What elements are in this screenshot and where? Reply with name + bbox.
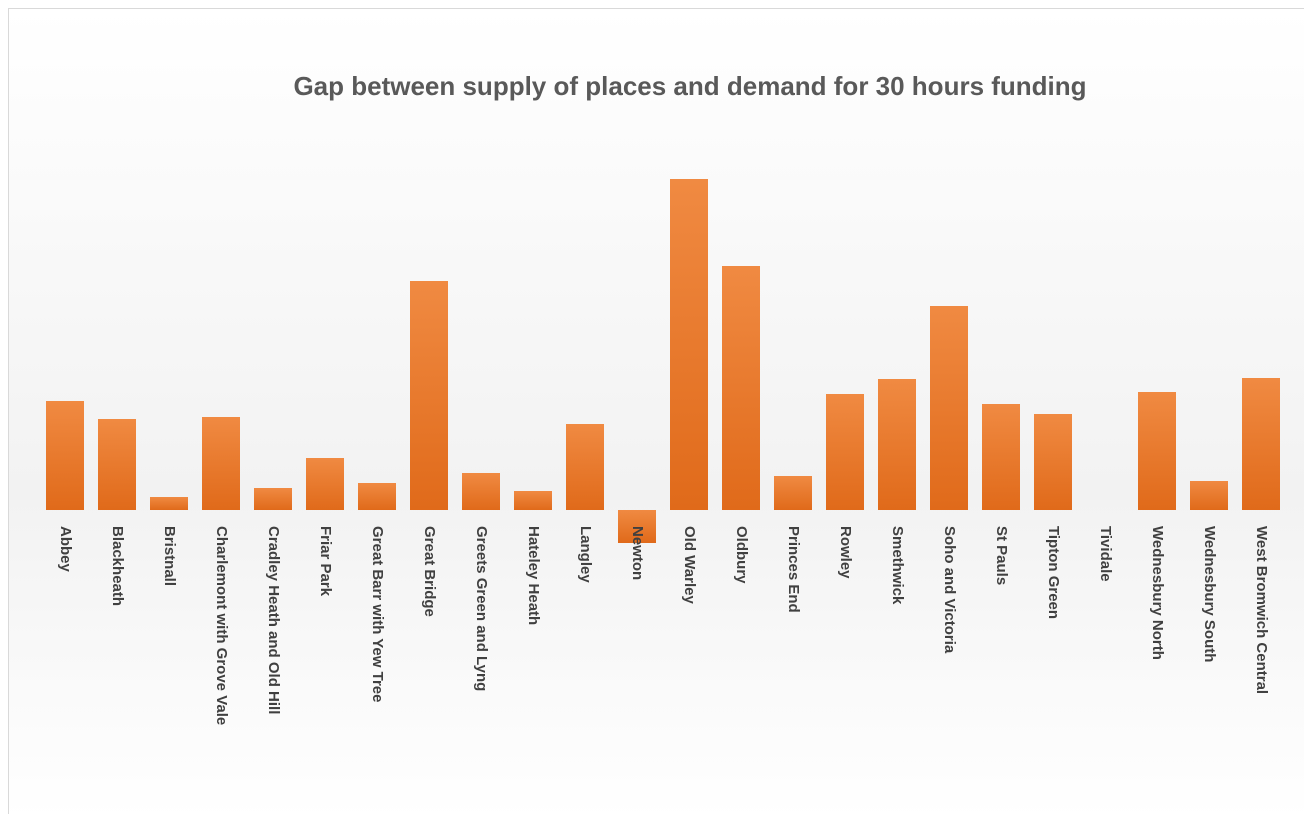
x-tick-label: Wednesbury South: [1201, 526, 1218, 662]
bar: [1242, 378, 1280, 510]
x-tick-label: Great Barr with Yew Tree: [369, 526, 386, 702]
bar: [1190, 481, 1228, 510]
bar: [306, 458, 344, 510]
x-tick-label: Bristnall: [161, 526, 178, 586]
bar: [410, 281, 448, 510]
bar: [566, 424, 604, 510]
bar: [774, 476, 812, 510]
bar: [618, 510, 656, 543]
x-tick-label: Hateley Heath: [525, 526, 542, 625]
bar: [826, 394, 864, 510]
x-tick-label: Wednesbury North: [1149, 526, 1166, 660]
x-tick-label: Cradley Heath and Old Hill: [265, 526, 282, 714]
x-tick-label: Oldbury: [733, 526, 750, 584]
bar: [202, 417, 240, 510]
chart-frame: [8, 8, 1304, 814]
x-tick-label: Smethwick: [889, 526, 906, 605]
x-tick-label: Charlemont with Grove Vale: [213, 526, 230, 725]
bar: [878, 379, 916, 510]
x-tick-label: Friar Park: [317, 526, 334, 597]
bar: [358, 483, 396, 510]
chart-title: Gap between supply of places and demand …: [293, 71, 1086, 101]
x-tick-label: Rowley: [837, 526, 854, 579]
bar: [982, 404, 1020, 510]
x-tick-label: Tipton Green: [1045, 526, 1062, 619]
x-tick-label: St Pauls: [993, 526, 1010, 585]
bar: [462, 473, 500, 510]
x-tick-label: Great Bridge: [421, 526, 438, 617]
x-tick-label: Soho and Victoria: [941, 526, 958, 654]
x-tick-label: Tividale: [1097, 526, 1114, 582]
x-tick-label: Abbey: [57, 526, 74, 573]
bar: [514, 491, 552, 510]
bar: [150, 497, 188, 510]
bar: [98, 419, 136, 510]
bar: [930, 306, 968, 510]
bar: [670, 179, 708, 510]
bar: [1034, 414, 1072, 510]
bar: [722, 266, 760, 510]
x-tick-label: Blackheath: [109, 526, 126, 606]
x-tick-label: West Bromwich Central: [1253, 526, 1270, 694]
x-tick-label: Princes End: [785, 526, 802, 613]
x-tick-label: Old Warley: [681, 526, 698, 604]
x-tick-label: Newton: [629, 526, 646, 580]
x-tick-label: Langley: [577, 526, 594, 583]
bar: [46, 401, 84, 510]
bar: [1138, 392, 1176, 510]
x-tick-label: Greets Green and Lyng: [473, 526, 490, 691]
bar: [254, 488, 292, 510]
